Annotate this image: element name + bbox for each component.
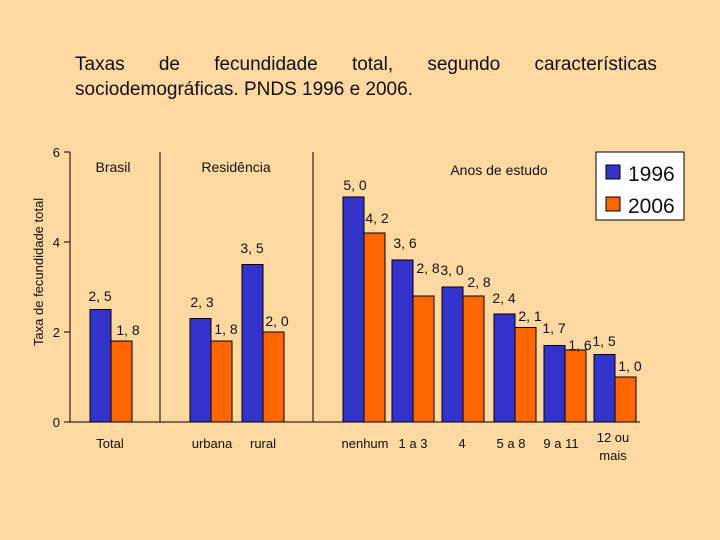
x-category-label: mais xyxy=(599,448,627,463)
title-line-2: sociodemográficas. PNDS 1996 e 2006. xyxy=(75,79,413,100)
x-category-label: urbana xyxy=(192,436,233,451)
title-word: fecundidade xyxy=(214,54,318,75)
y-axis-label: Taxa de fecundidade total xyxy=(31,198,46,346)
bar-1996 xyxy=(543,345,566,423)
data-label: 1, 8 xyxy=(116,322,140,338)
title-word: segundo xyxy=(427,54,501,75)
data-label: 4, 2 xyxy=(365,210,389,226)
legend-swatch xyxy=(605,196,621,212)
x-category-label: 12 ou xyxy=(597,430,630,445)
legend-swatch xyxy=(605,164,621,180)
data-label: 2, 0 xyxy=(265,313,289,329)
data-label: 2, 3 xyxy=(190,294,214,310)
bar-2006 xyxy=(363,232,386,423)
title-word: total, xyxy=(351,54,394,75)
data-label: 1, 6 xyxy=(568,337,592,353)
bar-2006 xyxy=(412,295,435,423)
title-word: Taxas xyxy=(75,54,125,75)
chart-title: Taxas de fecundidade total, segundo cara… xyxy=(75,52,657,102)
x-category-label: nenhum xyxy=(342,436,389,451)
bar-1996 xyxy=(241,264,264,423)
data-label: 3, 5 xyxy=(240,240,264,256)
data-label: 1, 8 xyxy=(214,321,238,337)
bar-2006 xyxy=(462,295,485,423)
data-label: 2, 1 xyxy=(518,308,542,324)
data-label: 2, 8 xyxy=(467,274,491,290)
title-word: características xyxy=(534,54,657,75)
bar-2006 xyxy=(514,327,537,423)
bar-1996 xyxy=(342,196,365,423)
bar-1996 xyxy=(189,318,212,423)
data-label: 1, 5 xyxy=(592,333,616,349)
data-label: 3, 6 xyxy=(393,235,417,251)
data-label: 1, 7 xyxy=(542,320,566,336)
title-line-1: Taxas de fecundidade total, segundo cara… xyxy=(75,52,657,77)
x-category-label: 9 a 11 xyxy=(543,436,578,451)
bar-1996 xyxy=(493,313,516,423)
bar-2006 xyxy=(564,349,587,423)
data-label: 1, 0 xyxy=(618,358,642,374)
data-label: 2, 8 xyxy=(416,260,440,276)
data-label: 5, 0 xyxy=(343,177,367,193)
bar-2006 xyxy=(614,376,637,423)
data-label: 2, 4 xyxy=(492,290,516,306)
group-label: Brasil xyxy=(95,159,130,175)
group-label: Anos de estudo xyxy=(450,162,548,178)
legend-label: 1996 xyxy=(628,163,675,186)
x-category-label: 4 xyxy=(458,436,465,451)
data-label: 2, 5 xyxy=(88,288,112,304)
y-tick-label: 4 xyxy=(53,235,60,250)
y-tick-label: 2 xyxy=(53,325,60,340)
legend-label: 2006 xyxy=(628,195,675,218)
group-label: Residência xyxy=(201,159,270,175)
bar-1996 xyxy=(441,286,464,423)
bar-1996 xyxy=(89,309,112,423)
title-word: de xyxy=(158,54,180,75)
bar-2006 xyxy=(110,340,133,423)
x-category-label: Total xyxy=(96,436,124,451)
bar-2006 xyxy=(262,331,285,423)
bar-1996 xyxy=(593,354,616,423)
bar-2006 xyxy=(210,340,233,423)
bar-1996 xyxy=(391,259,414,423)
data-label: 3, 0 xyxy=(440,262,464,278)
y-tick-label: 6 xyxy=(53,145,60,160)
x-category-label: rural xyxy=(250,436,276,451)
y-tick-label: 0 xyxy=(53,415,60,430)
x-category-label: 1 a 3 xyxy=(399,436,428,451)
x-category-label: 5 a 8 xyxy=(497,436,526,451)
